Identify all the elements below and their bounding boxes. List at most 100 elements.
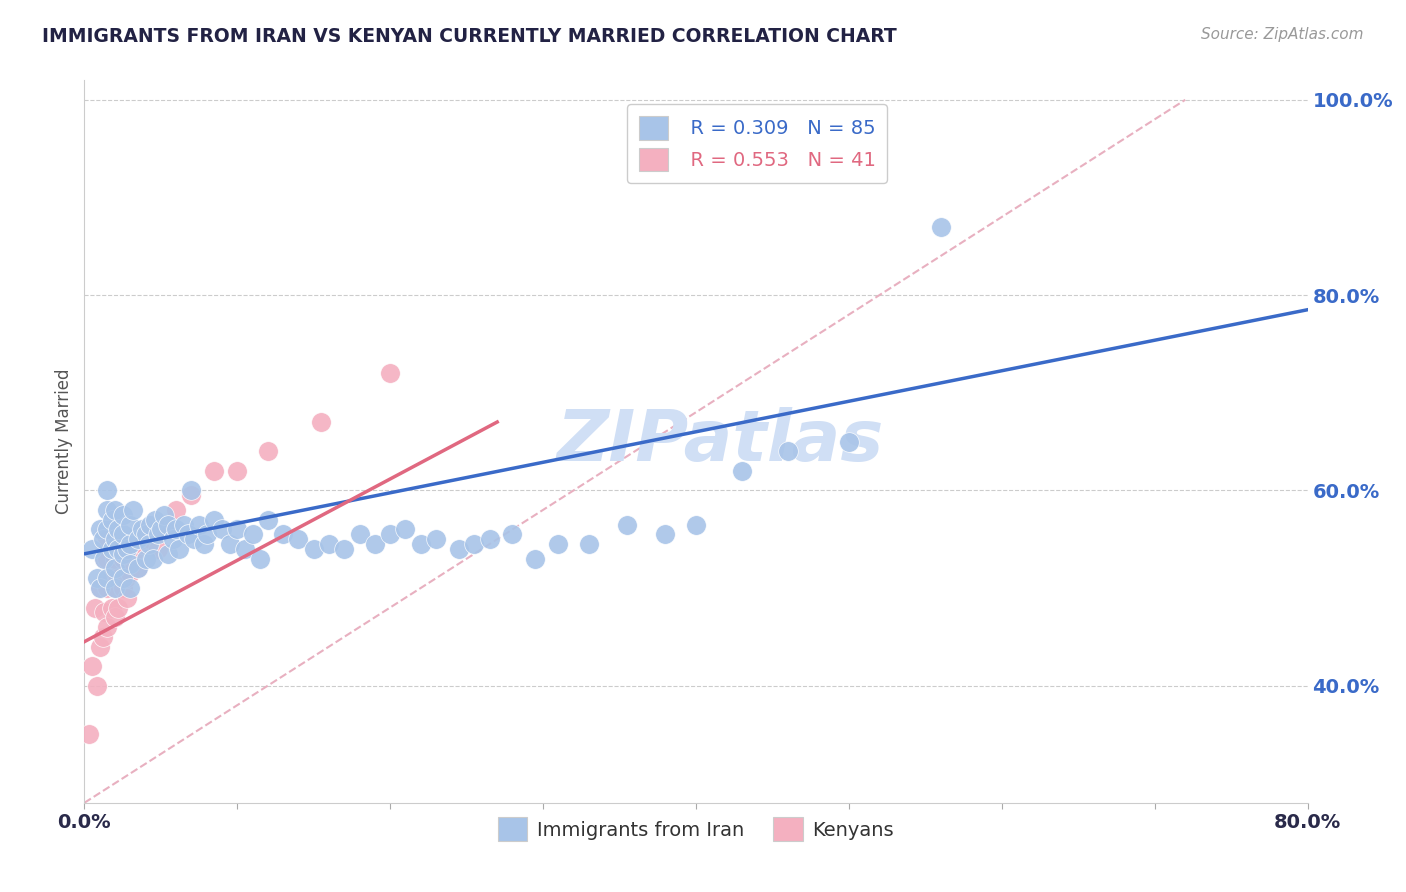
Point xyxy=(104,581,127,595)
Point xyxy=(114,571,136,585)
Point xyxy=(193,537,215,551)
Point xyxy=(380,366,402,380)
Point xyxy=(202,513,225,527)
Point xyxy=(218,537,240,551)
Point xyxy=(96,620,118,634)
Point xyxy=(188,517,211,532)
Point xyxy=(127,561,149,575)
Point xyxy=(502,527,524,541)
Point xyxy=(380,527,402,541)
Point xyxy=(425,532,447,546)
Point xyxy=(139,517,162,532)
Point xyxy=(111,508,134,522)
Point xyxy=(547,537,569,551)
Point xyxy=(249,551,271,566)
Point xyxy=(115,591,138,605)
Point xyxy=(578,537,600,551)
Point xyxy=(157,517,180,532)
Point xyxy=(122,503,145,517)
Point xyxy=(211,523,233,537)
Point xyxy=(86,571,108,585)
Point xyxy=(180,483,202,498)
Point xyxy=(180,488,202,502)
Point xyxy=(107,541,129,556)
Point xyxy=(135,551,157,566)
Point xyxy=(111,527,134,541)
Point xyxy=(104,610,127,624)
Point xyxy=(96,571,118,585)
Point xyxy=(929,219,952,234)
Point xyxy=(333,541,356,556)
Point xyxy=(257,513,280,527)
Text: ZIPatlas: ZIPatlas xyxy=(557,407,884,476)
Point xyxy=(149,523,172,537)
Point xyxy=(447,541,470,556)
Point xyxy=(165,503,187,517)
Point xyxy=(146,541,169,556)
Point xyxy=(183,532,205,546)
Point xyxy=(120,566,142,581)
Point xyxy=(84,600,107,615)
Point xyxy=(89,523,111,537)
Point xyxy=(127,561,149,575)
Point xyxy=(242,527,264,541)
Point xyxy=(89,581,111,595)
Point xyxy=(101,541,124,556)
Point xyxy=(143,513,166,527)
Point xyxy=(135,527,157,541)
Point xyxy=(731,464,754,478)
Point xyxy=(101,513,124,527)
Point xyxy=(226,523,249,537)
Point xyxy=(271,527,294,541)
Point xyxy=(120,581,142,595)
Point xyxy=(226,464,249,478)
Point xyxy=(111,581,134,595)
Point xyxy=(173,517,195,532)
Point xyxy=(101,600,124,615)
Point xyxy=(202,464,225,478)
Point xyxy=(93,551,115,566)
Point xyxy=(96,503,118,517)
Point xyxy=(111,551,134,566)
Point xyxy=(139,532,162,546)
Point xyxy=(616,517,638,532)
Point xyxy=(257,444,280,458)
Point xyxy=(104,503,127,517)
Y-axis label: Currently Married: Currently Married xyxy=(55,368,73,515)
Point xyxy=(104,581,127,595)
Point xyxy=(394,523,416,537)
Point xyxy=(157,547,180,561)
Point xyxy=(80,541,103,556)
Point xyxy=(86,679,108,693)
Point xyxy=(138,537,160,551)
Point xyxy=(120,517,142,532)
Point xyxy=(101,571,124,585)
Point xyxy=(93,606,115,620)
Point xyxy=(838,434,860,449)
Point xyxy=(96,532,118,546)
Point xyxy=(131,523,153,537)
Point xyxy=(96,483,118,498)
Point xyxy=(287,532,309,546)
Point xyxy=(120,537,142,551)
Point xyxy=(463,537,485,551)
Point xyxy=(104,532,127,546)
Point xyxy=(96,523,118,537)
Point xyxy=(195,527,218,541)
Point xyxy=(101,541,124,556)
Point xyxy=(364,537,387,551)
Point xyxy=(349,527,371,541)
Point xyxy=(93,551,115,566)
Point xyxy=(111,547,134,561)
Point xyxy=(146,527,169,541)
Point xyxy=(654,527,676,541)
Point xyxy=(104,561,127,575)
Point xyxy=(135,523,157,537)
Point xyxy=(311,415,333,429)
Point xyxy=(776,444,799,458)
Point xyxy=(108,541,131,556)
Point xyxy=(409,537,432,551)
Point xyxy=(91,630,114,644)
Legend: Immigrants from Iran, Kenyans: Immigrants from Iran, Kenyans xyxy=(488,808,904,851)
Point xyxy=(177,527,200,541)
